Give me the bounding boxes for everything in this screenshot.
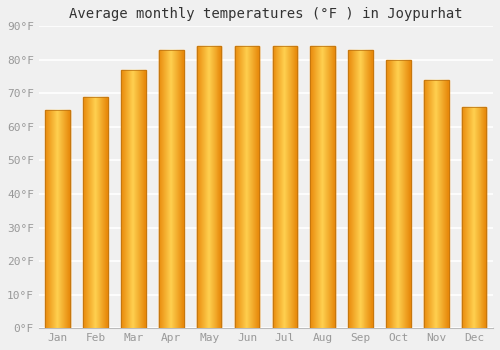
Bar bbox=[272, 47, 297, 328]
Bar bbox=[84, 97, 108, 328]
Bar bbox=[424, 80, 448, 328]
Bar bbox=[197, 47, 222, 328]
Bar bbox=[386, 60, 410, 328]
Bar bbox=[348, 50, 373, 328]
Bar bbox=[234, 47, 260, 328]
Bar bbox=[159, 50, 184, 328]
Bar bbox=[462, 107, 486, 328]
Title: Average monthly temperatures (°F ) in Joypurhat: Average monthly temperatures (°F ) in Jo… bbox=[69, 7, 462, 21]
Bar bbox=[121, 70, 146, 328]
Bar bbox=[46, 110, 70, 328]
Bar bbox=[310, 47, 335, 328]
